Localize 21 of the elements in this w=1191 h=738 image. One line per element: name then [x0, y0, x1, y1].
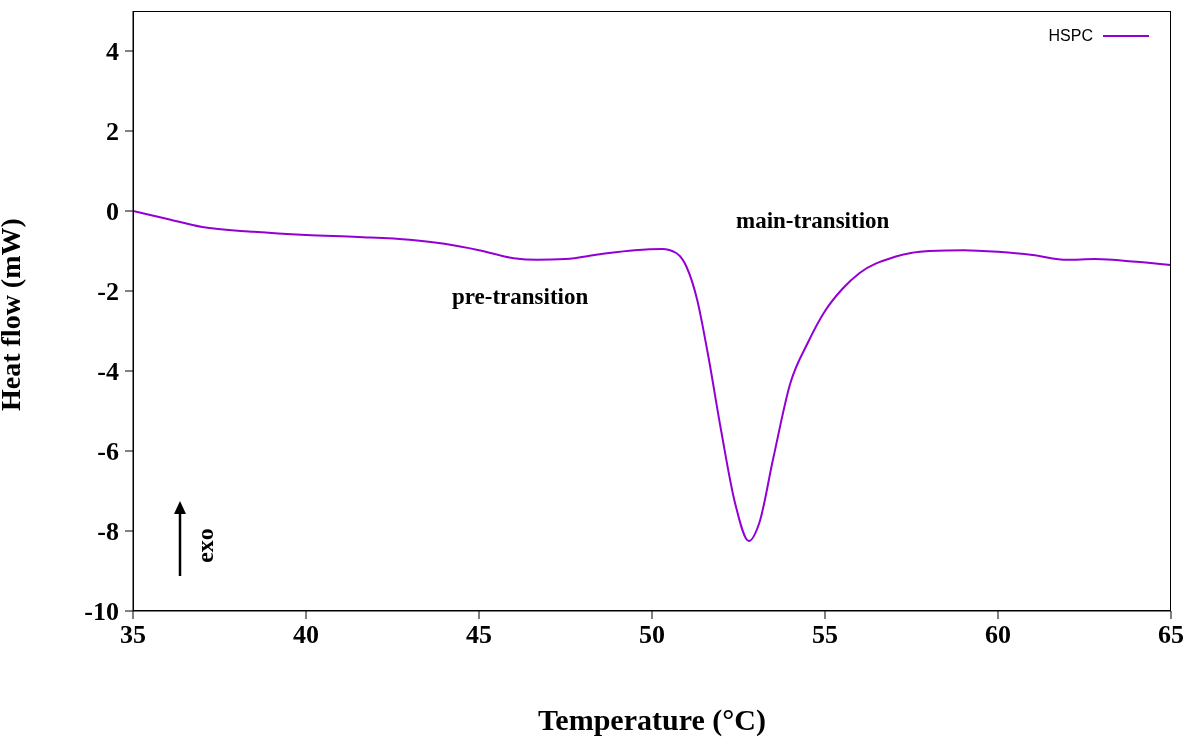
- legend-label: HSPC: [1048, 27, 1093, 45]
- y-tick-label: -8: [97, 517, 119, 547]
- y-tick-label: 2: [106, 117, 119, 147]
- x-tick-label: 40: [293, 620, 319, 650]
- y-tick-label: -6: [97, 437, 119, 467]
- x-axis-title: Temperature (°C): [538, 703, 766, 737]
- x-tick-label: 50: [639, 620, 665, 650]
- x-tick-label: 35: [120, 620, 146, 650]
- y-tick-label: 4: [106, 37, 119, 67]
- y-tick-label: -2: [97, 277, 119, 307]
- x-tick-label: 55: [812, 620, 838, 650]
- annotation: pre-transition: [452, 284, 589, 310]
- x-tick-label: 60: [985, 620, 1011, 650]
- y-tick-label: -10: [84, 597, 119, 627]
- annotation: exo: [191, 527, 219, 563]
- y-tick-label: 0: [106, 197, 119, 227]
- annotation: main-transition: [736, 208, 890, 234]
- y-axis-title: Heat flow (mW): [0, 218, 26, 411]
- x-tick-label: 45: [466, 620, 492, 650]
- y-tick-label: -4: [97, 357, 119, 387]
- x-tick-label: 65: [1158, 620, 1184, 650]
